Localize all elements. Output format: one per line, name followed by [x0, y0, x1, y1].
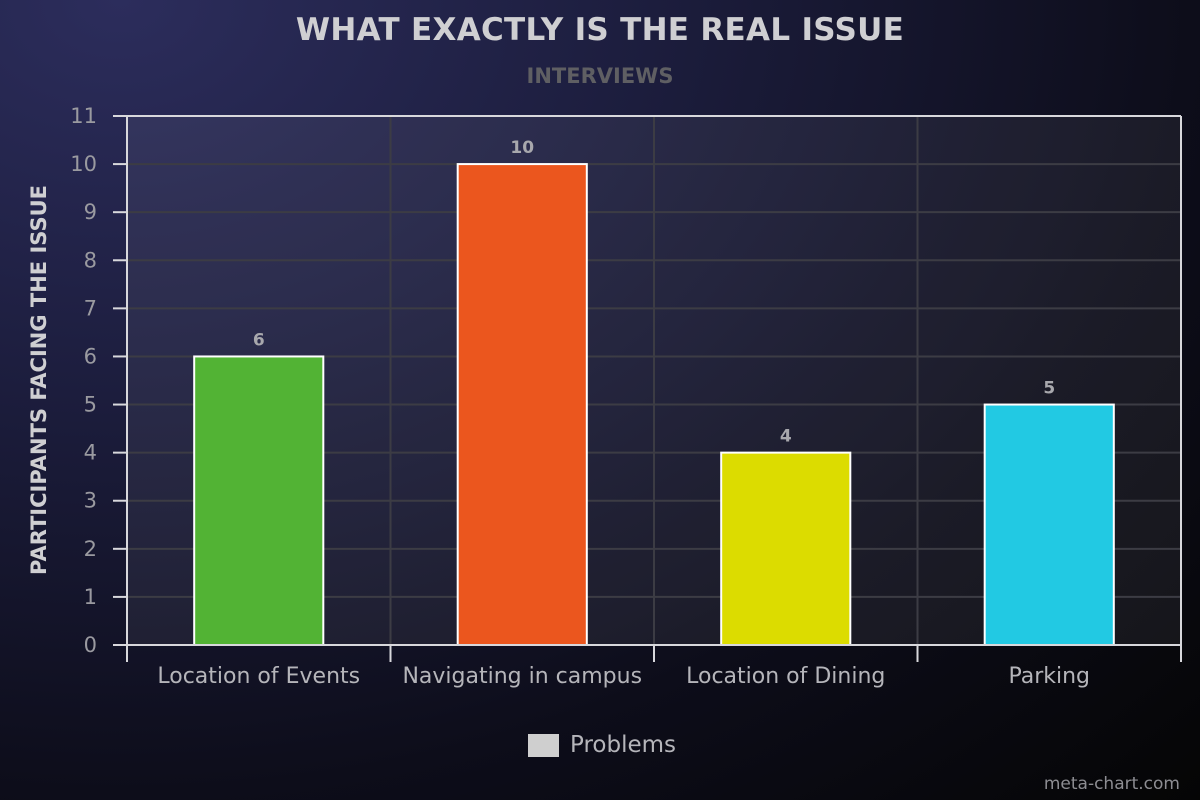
bar-parking [983, 403, 1115, 646]
y-tick-label: 2 [84, 537, 97, 561]
y-tick-label: 5 [84, 393, 97, 417]
data-label: 6 [253, 330, 265, 350]
y-tick-label: 7 [84, 296, 97, 320]
data-label: 10 [510, 138, 534, 158]
credit-text: meta-chart.com [1043, 774, 1180, 794]
x-category-label: Location of Dining [686, 664, 885, 689]
x-category-label: Location of Events [157, 664, 360, 689]
data-label: 5 [1043, 379, 1055, 399]
chart-subtitle: INTERVIEWS [526, 64, 674, 88]
y-tick-label: 6 [84, 344, 97, 368]
y-tick-labels: 0 1 2 3 4 5 6 7 8 9 10 11 [70, 104, 97, 657]
y-tick-label: 8 [84, 248, 97, 272]
chart-title: WHAT EXACTLY IS THE REAL ISSUE [295, 12, 905, 48]
y-tick-label: 9 [84, 200, 97, 224]
x-category-label: Parking [1008, 664, 1090, 689]
legend-label: Problems [570, 732, 677, 758]
x-tick-labels: Location of Events Navigating in campus Lo… [157, 664, 1090, 689]
bars [193, 163, 1115, 646]
y-tick-label: 4 [84, 441, 97, 465]
y-tick-label: 3 [84, 489, 97, 513]
data-labels: 6 10 4 5 [253, 138, 1055, 447]
y-tick-label: 0 [84, 633, 97, 657]
y-tick-label: 10 [70, 152, 97, 176]
bar-location-of-dining [720, 451, 852, 646]
bar-location-of-events [193, 355, 325, 646]
data-label: 4 [780, 427, 792, 447]
y-tick-label: 1 [84, 585, 97, 609]
y-axis-label: PARTICIPANTS FACING THE ISSUE [27, 185, 51, 575]
legend[interactable]: Problems [528, 732, 676, 758]
x-category-label: Navigating in campus [402, 664, 642, 689]
bar-navigating-in-campus [456, 163, 588, 646]
axes [113, 115, 1182, 662]
legend-swatch [528, 733, 559, 757]
y-tick-label: 11 [70, 104, 97, 128]
